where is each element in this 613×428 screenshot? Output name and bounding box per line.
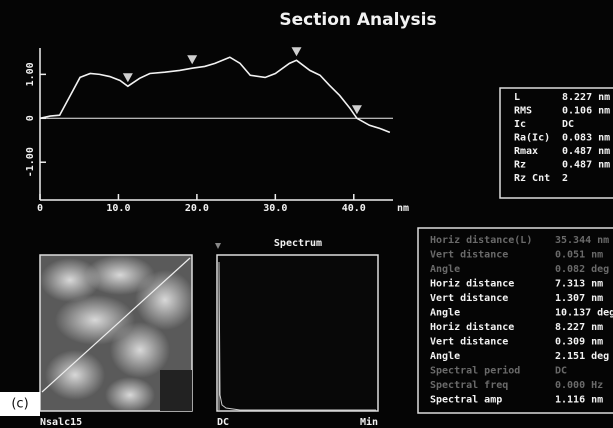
measure-label: Horiz distance(L) xyxy=(430,234,532,246)
title: Section Analysis xyxy=(279,10,436,30)
measure-value: DC xyxy=(555,366,567,377)
x-tick-label: 40.0 xyxy=(342,203,366,214)
measure-value: 0.309 nm xyxy=(555,337,603,348)
spectrum-title: Spectrum xyxy=(274,238,322,249)
stat-value: 0.487 nm xyxy=(562,146,610,157)
measure-label: Vert distance xyxy=(430,292,508,304)
stat-label: RMS xyxy=(514,106,532,117)
measure-value: 0.000 Hz xyxy=(555,380,603,391)
stat-value: DC xyxy=(562,119,574,130)
stat-label: Rz Cnt xyxy=(514,173,550,184)
x-tick-label: 30.0 xyxy=(263,203,287,214)
measure-value: 1.307 nm xyxy=(555,293,603,304)
measure-label: Angle xyxy=(430,264,460,275)
measure-label: Spectral freq xyxy=(430,380,508,391)
measure-value: 0.051 nm xyxy=(555,250,603,261)
measure-value: 1.116 nm xyxy=(555,395,603,406)
texture xyxy=(45,350,105,400)
measure-label: Angle xyxy=(430,308,460,319)
stat-label: Rz xyxy=(514,160,526,171)
stat-value: 0.106 nm xyxy=(562,106,610,117)
panel-tag: (c) xyxy=(11,397,28,412)
stat-label: Rmax xyxy=(514,146,538,157)
measure-label: Spectral period xyxy=(430,365,520,377)
section-analysis-screen: Section Analysis nm 0 10.0 20.0 30.0 40.0 1.00… xyxy=(0,0,613,428)
stat-value: 0.083 nm xyxy=(562,133,610,144)
image-caption: Nsalc15 xyxy=(40,417,82,428)
x-unit: nm xyxy=(397,203,409,214)
texture xyxy=(110,322,170,378)
stat-value: 8.227 nm xyxy=(562,92,610,103)
y-tick-label: 1.00 xyxy=(25,62,36,86)
spectrum-left-label: DC xyxy=(217,417,229,428)
measure-value: 0.082 deg xyxy=(555,264,609,275)
spectrum-right-label: Min xyxy=(360,416,378,428)
measure-value: 8.227 nm xyxy=(555,322,603,333)
measure-value: 2.151 deg xyxy=(555,351,609,362)
y-tick-label: 0 xyxy=(25,115,36,121)
x-tick-label: 0 xyxy=(37,203,43,214)
measure-label: Vert distance xyxy=(430,249,508,261)
stat-label: Ra(Ic) xyxy=(514,133,550,144)
measure-label: Horiz distance xyxy=(430,321,514,333)
stat-value: 2 xyxy=(562,173,568,184)
texture xyxy=(160,370,195,415)
measure-value: 35.344 nm xyxy=(555,235,609,246)
measure-value: 10.137 deg xyxy=(555,308,613,319)
stat-label: Ic xyxy=(514,119,526,130)
measure-label: Spectral amp xyxy=(430,395,502,406)
measure-label: Horiz distance xyxy=(430,278,514,290)
spectrum: Spectrum DC Min xyxy=(215,238,378,428)
x-tick-label: 10.0 xyxy=(106,203,130,214)
stat-label: L xyxy=(514,92,520,103)
spectrum-frame xyxy=(217,255,378,411)
measure-value: 7.313 nm xyxy=(555,279,603,290)
stat-value: 0.487 nm xyxy=(562,160,610,171)
x-tick-label: 20.0 xyxy=(185,203,209,214)
measure-label: Angle xyxy=(430,351,460,362)
measure-label: Vert distance xyxy=(430,336,508,348)
texture xyxy=(105,377,155,413)
y-tick-label: -1.00 xyxy=(25,147,36,177)
